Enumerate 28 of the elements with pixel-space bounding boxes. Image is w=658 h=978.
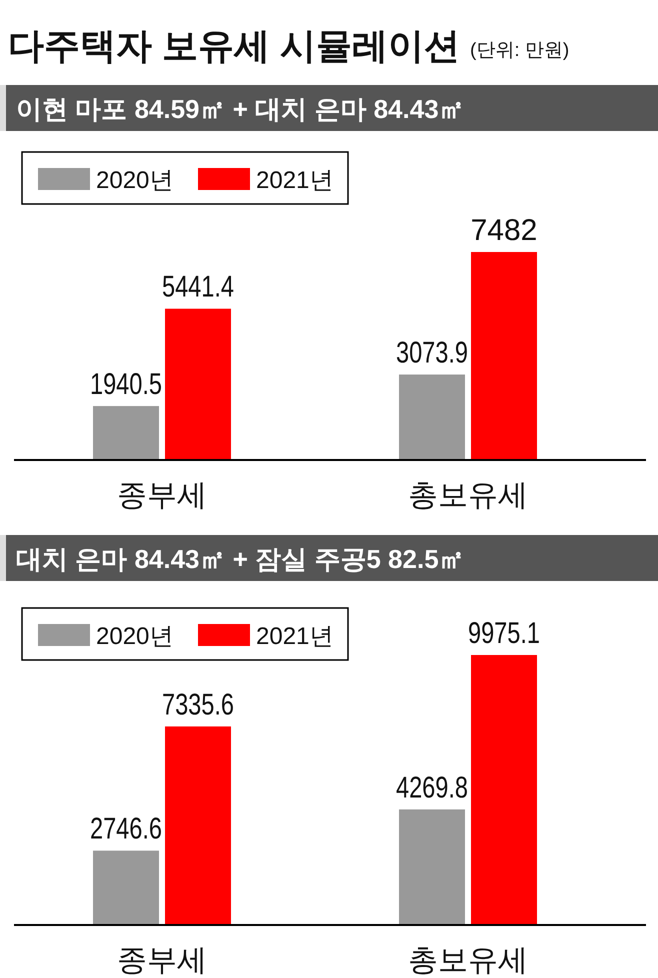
bar bbox=[471, 252, 537, 460]
x-tick-label: 총보유세 bbox=[408, 944, 528, 977]
chart-title: 대치 은마 84.43㎡ + 잠실 주공5 82.5㎡ bbox=[16, 544, 465, 574]
data-label: 1940.5 bbox=[90, 368, 182, 402]
bar bbox=[93, 406, 159, 460]
bar bbox=[399, 374, 465, 460]
data-label: 7482 bbox=[470, 214, 538, 247]
bar bbox=[165, 308, 231, 460]
data-label: 4269.8 bbox=[396, 771, 488, 804]
data-label: 2746.6 bbox=[90, 812, 182, 846]
legend-label: 2020년 bbox=[96, 623, 174, 650]
bar bbox=[471, 655, 537, 925]
bar bbox=[165, 726, 231, 925]
data-label: 5441.4 bbox=[162, 270, 254, 304]
chart-subtitle: 이현 마포 84.59㎡ + 대치 은마 84.43㎡ bbox=[16, 94, 465, 124]
text: (단위: 만원) bbox=[470, 40, 570, 61]
legend-label: 2021년 bbox=[256, 623, 334, 650]
chart-title: 다주택자 보유세 시뮬레이션 bbox=[8, 25, 460, 66]
data-label: 7335.6 bbox=[162, 688, 254, 722]
legend-label: 2020년 bbox=[96, 167, 174, 194]
bar bbox=[399, 809, 465, 925]
x-tick-label: 종부세 bbox=[117, 479, 207, 512]
data-label: 9975.1 bbox=[468, 617, 560, 650]
x-tick-label: 종부세 bbox=[117, 944, 207, 977]
x-tick-label: 총보유세 bbox=[408, 479, 528, 512]
data-label: 3073.9 bbox=[396, 336, 488, 370]
bar bbox=[93, 850, 159, 925]
legend-label: 2021년 bbox=[256, 167, 334, 194]
